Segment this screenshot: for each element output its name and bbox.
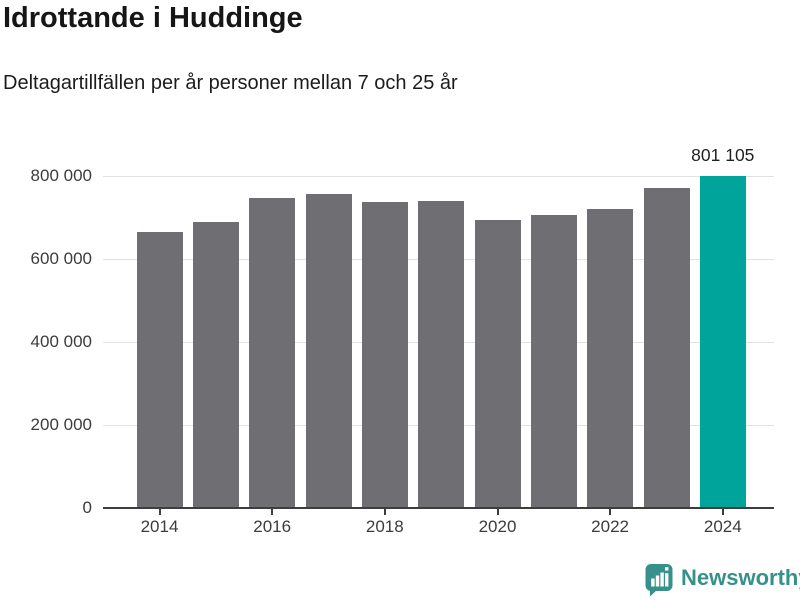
bar-2021: [530, 215, 577, 508]
gridline-800000: [103, 176, 774, 177]
bar-2015: [192, 221, 239, 508]
x-axis-tick-2018: [383, 509, 386, 515]
bar-2022: [587, 208, 634, 508]
bar-2018: [361, 201, 408, 508]
x-axis-label-2014: 2014: [140, 517, 179, 536]
x-axis-line: [103, 507, 774, 509]
newsworthy-logo-icon: [645, 564, 673, 597]
y-axis-label-600000: 600 000: [30, 249, 92, 268]
x-axis-label-2024: 2024: [703, 517, 742, 536]
y-axis-label-200000: 200 000: [30, 415, 92, 434]
bar-2020: [474, 219, 521, 508]
y-axis-label-800000: 800 000: [30, 166, 92, 185]
x-axis-label-2018: 2018: [365, 517, 404, 536]
bar-2023: [643, 188, 690, 508]
x-axis-tick-2024: [721, 509, 724, 515]
bar-2024: [699, 175, 746, 508]
x-axis-tick-2014: [158, 509, 161, 515]
page-subtitle: Deltagartillfällen per år personer mella…: [3, 72, 458, 94]
bar-2019: [418, 200, 465, 508]
x-axis-label-2022: 2022: [591, 517, 629, 536]
x-axis-label-2016: 2016: [253, 517, 292, 536]
x-axis-tick-2022: [609, 509, 612, 515]
y-axis-label-0: 0: [82, 498, 92, 517]
bar-2017: [305, 194, 352, 508]
y-axis-label-400000: 400 000: [30, 332, 92, 351]
brand-footer: Newsworthy: [645, 563, 800, 597]
x-axis-tick-2020: [496, 509, 499, 515]
brand-name: Newsworthy: [681, 565, 800, 590]
bar-2014: [136, 232, 183, 508]
page-title: Idrottande i Huddinge: [3, 2, 303, 34]
bar-2016: [249, 198, 296, 508]
x-axis-label-2020: 2020: [478, 517, 517, 536]
x-axis-tick-2016: [271, 509, 274, 515]
highlight-value-label: 801 105: [691, 144, 755, 165]
